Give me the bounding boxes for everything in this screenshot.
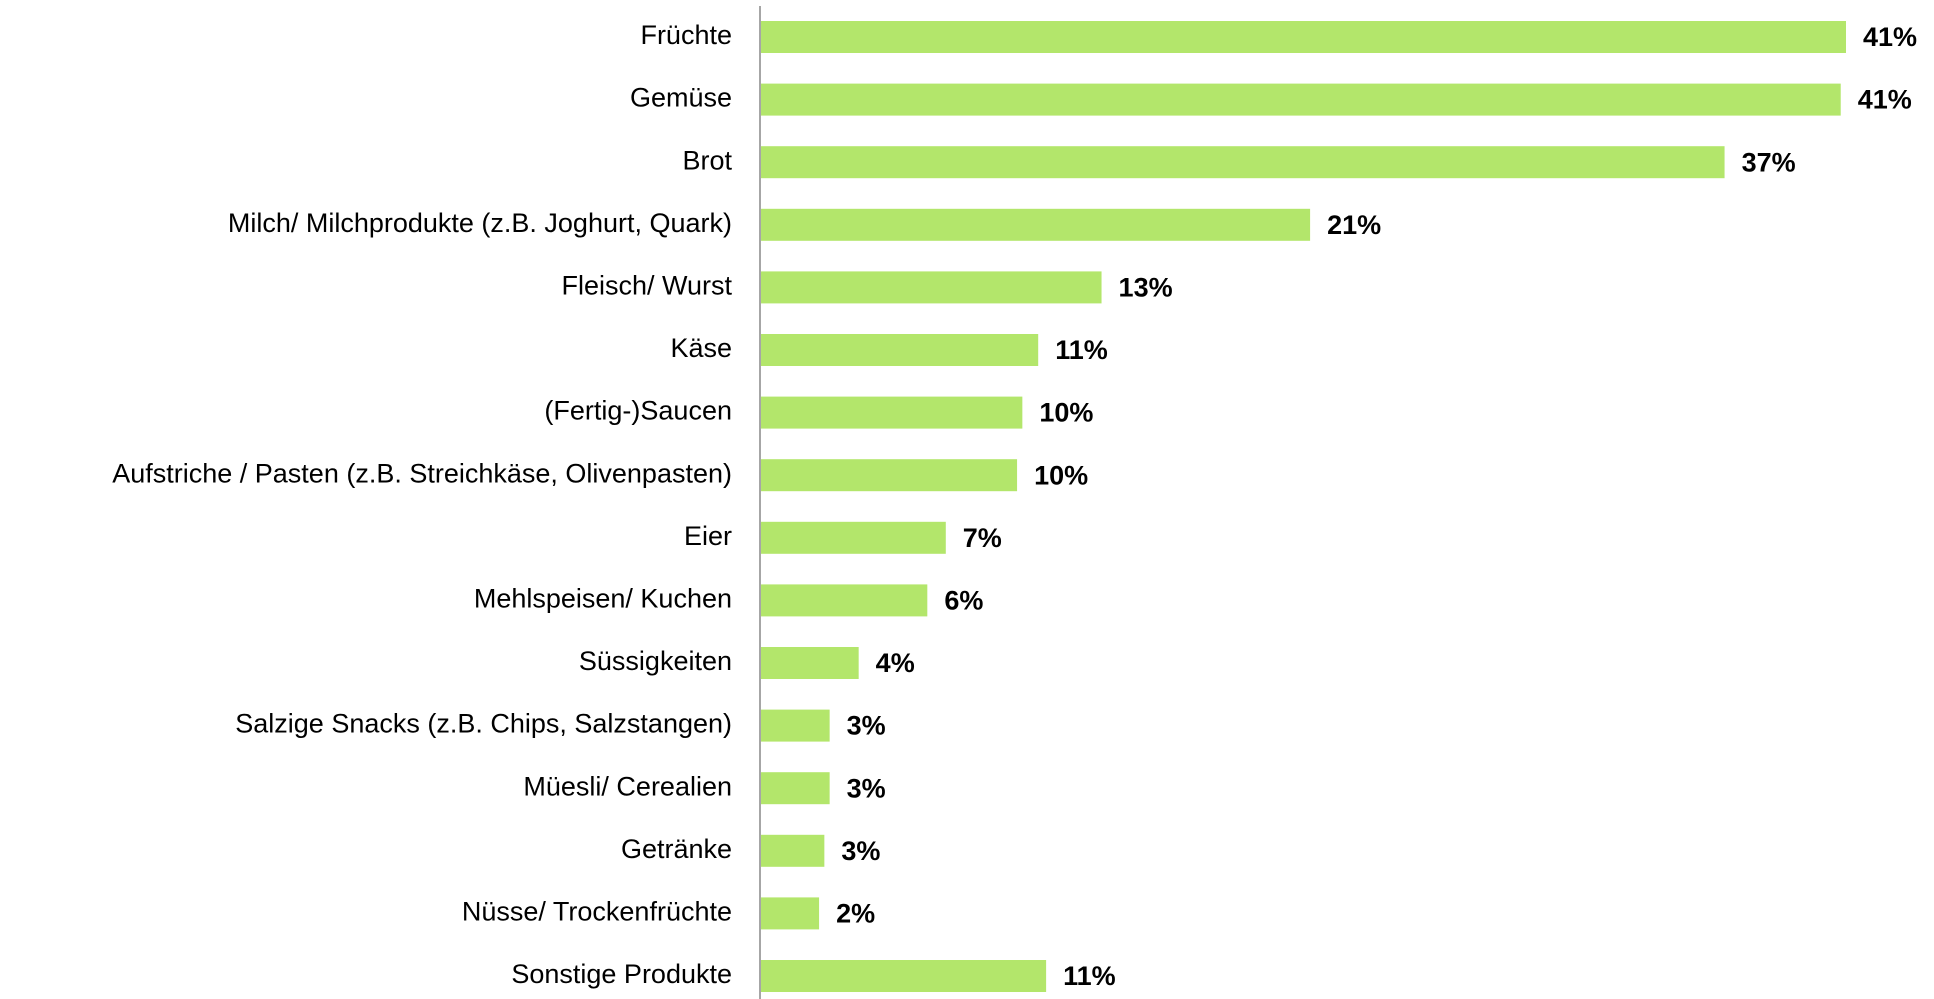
category-label: Getränke: [621, 834, 732, 864]
category-label: Salzige Snacks (z.B. Chips, Salzstangen): [235, 709, 732, 739]
category-label: Käse: [670, 333, 732, 363]
bar: [761, 208, 1311, 241]
bar: [761, 960, 1047, 992]
category-label: Aufstriche / Pasten (z.B. Streichkäse, O…: [112, 458, 732, 488]
category-label: Brot: [682, 145, 732, 175]
bar: [761, 83, 1841, 116]
category-label: (Fertig-)Saucen: [544, 396, 732, 426]
category-label: Früchte: [640, 20, 732, 50]
category-label: Nüsse/ Trockenfrüchte: [462, 897, 732, 927]
value-label: 2%: [836, 899, 875, 929]
bar: [761, 709, 830, 742]
bar: [761, 584, 928, 617]
category-label: Milch/ Milchprodukte (z.B. Joghurt, Quar…: [228, 208, 732, 238]
bar: [761, 772, 830, 805]
category-label: Müesli/ Cerealien: [523, 771, 732, 801]
value-label: 41%: [1858, 85, 1912, 115]
value-label: 13%: [1119, 273, 1173, 303]
value-label: 11%: [1063, 961, 1116, 991]
value-label: 37%: [1742, 147, 1796, 177]
bar: [761, 521, 946, 554]
value-label: 3%: [847, 711, 886, 741]
value-label: 21%: [1327, 210, 1381, 240]
category-label: Süssigkeiten: [579, 646, 732, 676]
value-label: 4%: [876, 648, 915, 678]
bar: [761, 271, 1102, 304]
bar: [761, 897, 820, 930]
value-label: 7%: [963, 523, 1002, 553]
value-label: 10%: [1039, 398, 1093, 428]
category-label: Fleisch/ Wurst: [561, 271, 732, 301]
value-label: 11%: [1055, 335, 1108, 365]
category-label: Gemüse: [630, 83, 732, 113]
bar: [761, 834, 825, 867]
bar: [761, 334, 1039, 366]
category-label: Eier: [684, 521, 732, 551]
bar: [761, 21, 1846, 53]
value-label: 6%: [944, 586, 983, 616]
bar: [761, 146, 1725, 179]
category-label: Mehlspeisen/ Kuchen: [474, 584, 732, 614]
value-label: 10%: [1034, 460, 1088, 490]
bar: [761, 647, 859, 679]
bar: [761, 396, 1023, 429]
bar: [761, 459, 1018, 492]
value-label: 3%: [841, 836, 880, 866]
value-label: 3%: [847, 773, 886, 803]
value-label: 41%: [1863, 22, 1917, 52]
category-label: Sonstige Produkte: [511, 959, 732, 989]
